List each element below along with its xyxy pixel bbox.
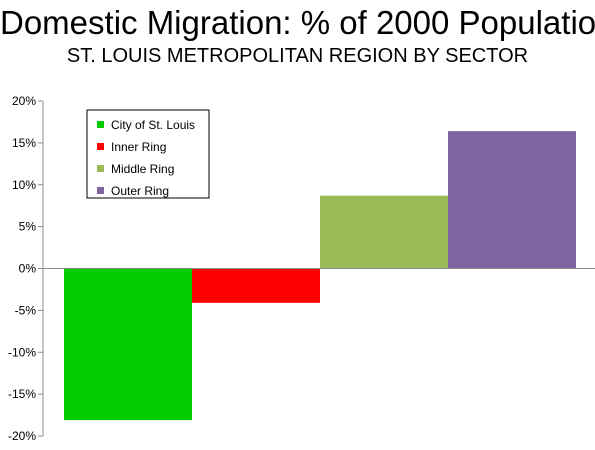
legend-label: Outer Ring [111,184,169,198]
chart-subtitle: ST. LOUIS METROPOLITAN REGION BY SECTOR [66,45,529,67]
y-tick-label: 10% [12,178,36,192]
y-tick-label: 20% [12,94,36,108]
bar-inner-ring [192,268,320,303]
y-tick-label: -5% [15,303,37,317]
legend-label: Inner Ring [111,140,166,154]
y-tick-label: 15% [12,136,36,150]
legend-swatch [97,165,104,172]
y-tick-label: -10% [8,345,36,359]
legend-swatch [97,187,104,194]
bar-city-of-st-louis [64,268,192,421]
y-tick-label: -15% [8,387,36,401]
y-tick-label: -20% [8,429,36,443]
y-tick-label: 5% [19,220,37,234]
bar-outer-ring [448,131,576,269]
legend-swatch [97,121,104,128]
legend-label: City of St. Louis [111,118,195,132]
legend-swatch [97,143,104,150]
y-tick-label: 0% [19,262,37,276]
legend-box [86,109,210,199]
chart-title: Domestic Migration: % of 2000 Population [0,4,595,41]
bar-middle-ring [320,195,448,269]
legend-label: Middle Ring [111,162,174,176]
